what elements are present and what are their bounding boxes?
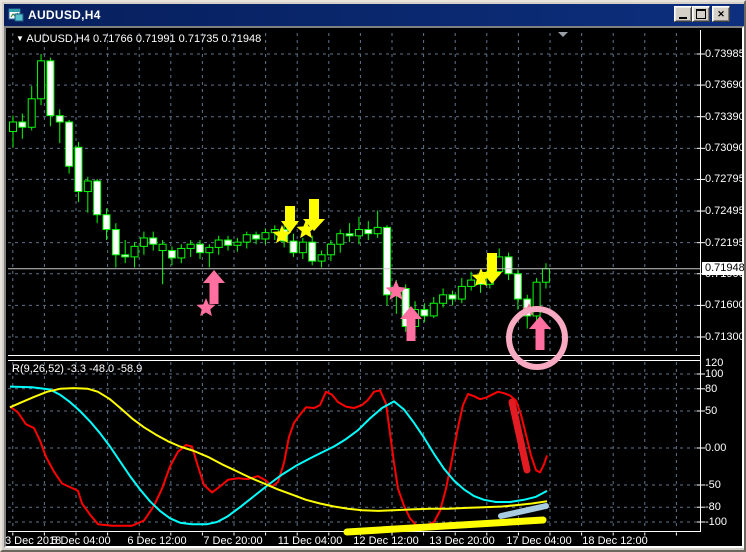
- price-axis[interactable]: [701, 32, 744, 531]
- price-chart-pane[interactable]: [8, 32, 700, 355]
- price-axis-label: 0.72495: [705, 205, 745, 218]
- time-axis-label: 18 Dec 12:00: [582, 535, 648, 547]
- indicator-axis-label: -80: [705, 501, 721, 514]
- price-axis-label: 0.71300: [705, 330, 745, 343]
- minimize-icon: [679, 16, 687, 19]
- current-price-box: 0.71948: [702, 261, 744, 275]
- price-axis-label: 0.73090: [705, 142, 745, 155]
- time-axis-label: 11 Dec 04:00: [277, 535, 343, 547]
- header-close: 0.71948: [221, 33, 262, 45]
- header-high: 0.71991: [135, 33, 176, 45]
- minimize-button[interactable]: [674, 6, 692, 22]
- indicator-axis-label: -50: [705, 479, 721, 491]
- chevron-down-icon[interactable]: ▼: [16, 34, 24, 43]
- header-open: 0.71766: [93, 33, 133, 45]
- price-axis-label: 0.72195: [705, 236, 745, 249]
- indicator-axis-label: -100: [705, 516, 728, 528]
- time-axis-label: 6 Dec 12:00: [127, 535, 187, 547]
- price-axis-label: 0.72795: [705, 173, 745, 186]
- chart-app-icon: [8, 8, 24, 22]
- indicator-axis-label: 50: [705, 405, 718, 417]
- indicator-axis-label: 120: [705, 357, 724, 369]
- title-bar[interactable]: AUDUSD,H4: [4, 4, 744, 26]
- window-title: AUDUSD,H4: [28, 8, 101, 22]
- maximize-icon: [696, 9, 706, 19]
- time-axis-label: 3 Dec 2018: [5, 535, 62, 547]
- time-axis-label: 7 Dec 20:00: [203, 535, 263, 547]
- price-axis-label: 0.73985: [705, 48, 745, 60]
- indicator-pane[interactable]: [8, 361, 700, 531]
- header-symbol: AUDUSD,H4: [26, 33, 90, 45]
- price-axis-label: 0.73690: [705, 79, 745, 92]
- price-axis-label: 0.73390: [705, 110, 745, 123]
- price-axis-label: 0.71600: [705, 299, 745, 312]
- indicator-axis-label: 100: [705, 368, 724, 380]
- indicator-axis-label: 0.00: [705, 442, 727, 454]
- indicator-label: R(9,26,52) -3.3 -48.0 -58.9: [12, 363, 143, 375]
- time-axis-label: 5 Dec 04:00: [51, 535, 111, 547]
- indicator-axis-label: 80: [705, 382, 718, 395]
- time-axis-label: 12 Dec 12:00: [353, 535, 419, 547]
- header-low: 0.71735: [178, 33, 219, 45]
- maximize-button[interactable]: [692, 6, 710, 22]
- close-button[interactable]: ✕: [712, 6, 730, 22]
- time-axis-label: 17 Dec 04:00: [506, 535, 572, 547]
- time-axis-label: 13 Dec 20:00: [429, 535, 495, 547]
- chart-ohlc-header: ▼ AUDUSD,H4 0.71766 0.71991 0.71735 0.71…: [16, 33, 261, 45]
- close-icon: ✕: [717, 8, 725, 19]
